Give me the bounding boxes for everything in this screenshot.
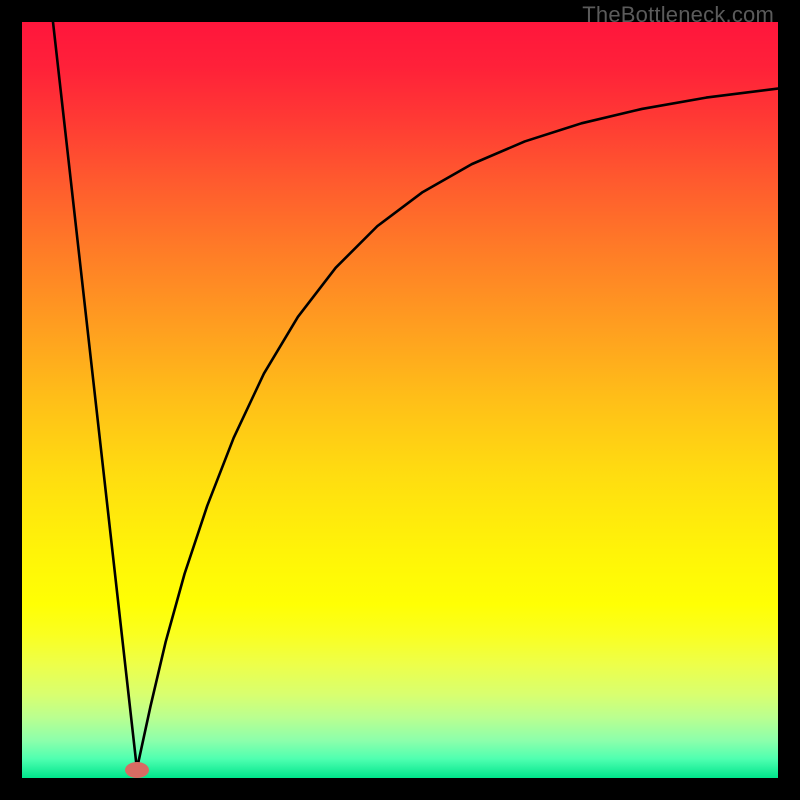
curve-layer <box>22 22 778 778</box>
chart-container: { "watermark": { "text": "TheBottleneck.… <box>0 0 800 800</box>
plot-area <box>22 22 778 778</box>
bottleneck-curve <box>53 22 778 769</box>
watermark-text: TheBottleneck.com <box>582 2 774 28</box>
minimum-marker <box>125 762 149 778</box>
